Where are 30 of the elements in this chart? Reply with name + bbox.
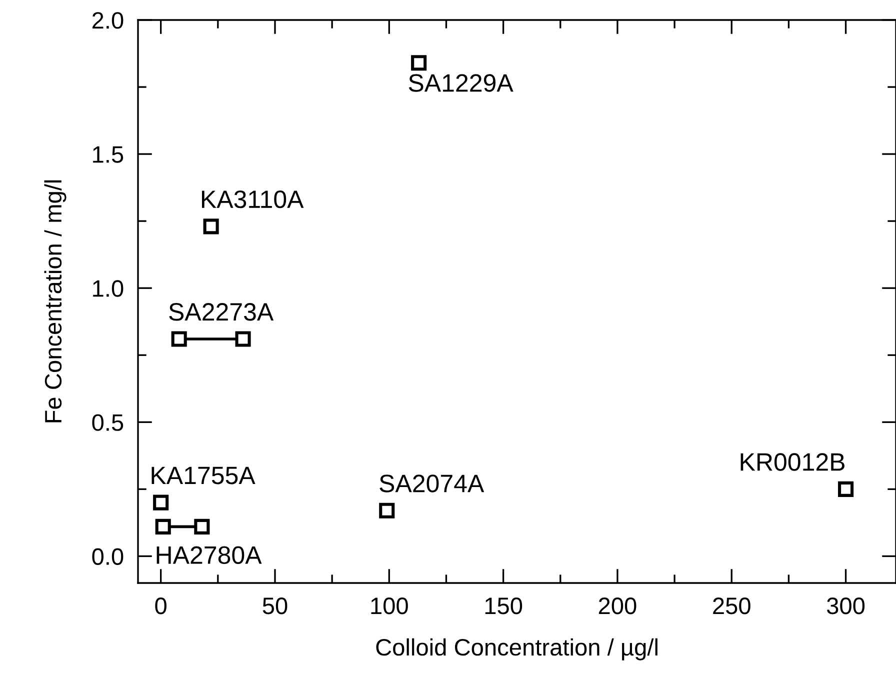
point — [379, 502, 395, 518]
y-tick-label: 0.5 — [92, 414, 124, 431]
annotation: KA1755A — [152, 466, 256, 484]
point — [838, 481, 854, 497]
annotation: SA2273A — [169, 303, 274, 321]
x-tick-label: 200 — [598, 598, 636, 614]
point — [155, 518, 171, 534]
point — [194, 518, 210, 534]
x-tick-label: 300 — [826, 598, 865, 614]
y-tick-label: 2.0 — [92, 12, 124, 29]
point — [153, 494, 169, 510]
point — [203, 218, 219, 234]
x-axis-title: Colloid Concentration / µg/l — [376, 638, 658, 660]
x-tick-label: 50 — [262, 598, 288, 614]
annotation: KA3110A — [202, 190, 304, 208]
x-tick-label: 100 — [371, 598, 408, 614]
annotation: SA1229A — [408, 74, 514, 92]
point — [411, 55, 427, 71]
x-tick-label: 0 — [155, 598, 166, 614]
point — [171, 331, 187, 347]
point — [235, 331, 251, 347]
annotation: KR0012B — [740, 453, 844, 471]
annotation: HA2780A — [156, 546, 262, 564]
y-tick-label: 0.0 — [92, 548, 124, 565]
y-tick-label: 1.0 — [93, 280, 124, 297]
y-axis-title: Fe Concentration / mg/l — [44, 180, 66, 422]
x-tick-label: 250 — [713, 598, 750, 614]
y-tick-label: 1.5 — [93, 146, 124, 163]
annotation: SA2074A — [380, 474, 484, 492]
x-tick-label: 150 — [485, 598, 522, 614]
